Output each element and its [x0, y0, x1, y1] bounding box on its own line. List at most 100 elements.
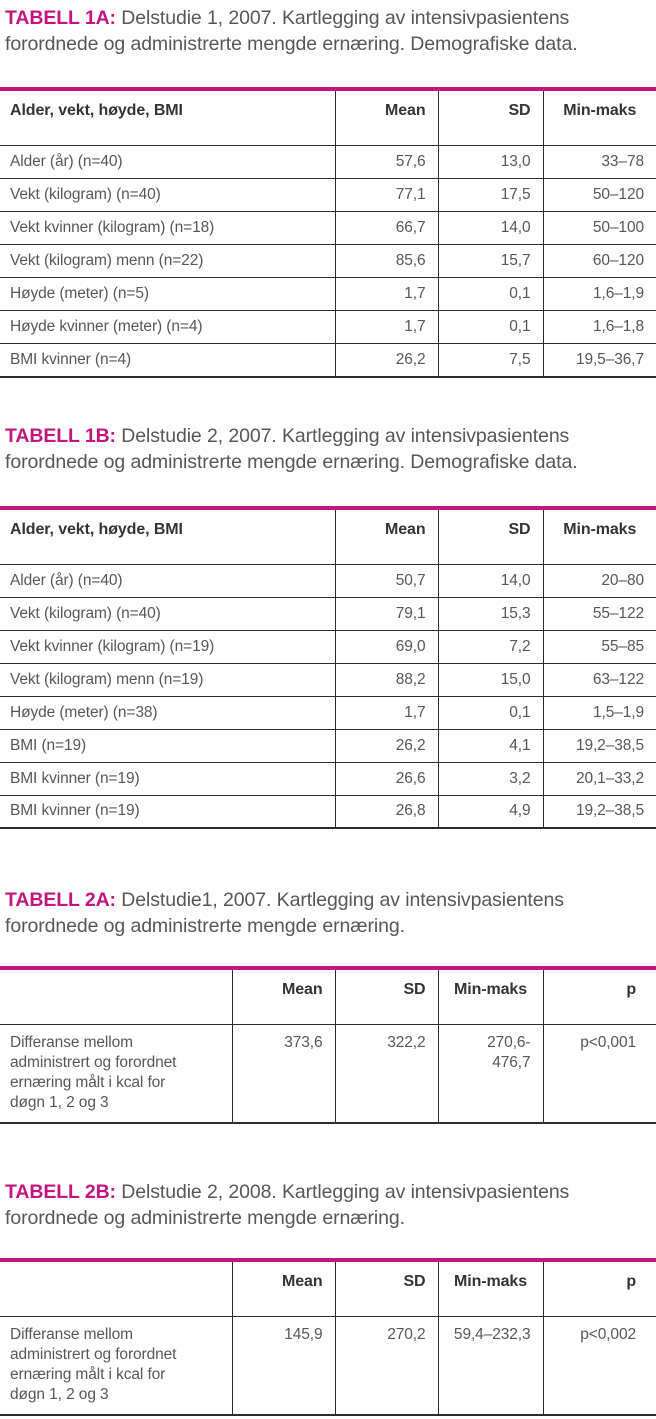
table-row: Alder (år) (n=40) 57,6 13,0 33–78 — [0, 145, 656, 179]
table-cell: 66,7 — [334, 211, 438, 245]
table-cell: 322,2 — [334, 1024, 438, 1123]
table-row: Vekt (kilogram) menn (n=22) 85,6 15,7 60–12… — [0, 244, 656, 278]
table-row: Vekt (kilogram) (n=40) 77,1 17,5 50–120 — [0, 178, 656, 212]
table-cell: Høyde kvinner (meter) (n=4) — [0, 310, 335, 344]
column-header: Min-maks — [437, 968, 543, 1025]
column-header: Alder, vekt, høyde, BMI — [0, 89, 335, 146]
caption-tabell-2a: TABELL 2A: Delstudie1, 2007. Kartlegging… — [5, 887, 650, 939]
table-cell: Differanse mellom administrert og forord… — [0, 1316, 232, 1415]
table-cell: 0,1 — [437, 310, 543, 344]
table-cell: p<0,001 — [542, 1024, 656, 1123]
table-row: Differanse mellom administrert og forord… — [0, 1024, 656, 1123]
table-cell: 60–120 — [542, 244, 656, 278]
table-cell: 79,1 — [334, 596, 438, 630]
table-cell: 55–85 — [542, 629, 656, 663]
column-header: Min-maks — [437, 1260, 543, 1317]
table-cell: 20–80 — [542, 563, 656, 597]
table-cell: 1,7 — [334, 277, 438, 311]
table-cell: Alder (år) (n=40) — [0, 145, 335, 179]
table-row: Vekt kvinner (kilogram) (n=19) 69,0 7,2 55–… — [0, 629, 656, 663]
table-cell: 85,6 — [334, 244, 438, 278]
table-cell: 69,0 — [334, 629, 438, 663]
table-cell: 19,2–38,5 — [542, 728, 656, 762]
table-cell: 50–120 — [542, 178, 656, 212]
column-header: Mean — [231, 1260, 335, 1317]
table-body: Alder (år) (n=40) 57,6 13,0 33–78 Vekt (kilo… — [0, 145, 656, 377]
table-cell: 1,6–1,9 — [542, 277, 656, 311]
table-cell: 1,7 — [334, 310, 438, 344]
table-cell: 15,7 — [437, 244, 543, 278]
table-cell: 14,0 — [437, 211, 543, 245]
table-body: Alder (år) (n=40) 50,7 14,0 20–80 Vekt (kilo… — [0, 563, 656, 828]
column-header: Alder, vekt, høyde, BMI — [0, 507, 335, 565]
table-cell: Vekt (kilogram) menn (n=22) — [0, 244, 335, 278]
column-header: p — [542, 1260, 656, 1317]
table-cell: 270,2 — [334, 1316, 438, 1415]
column-header: SD — [437, 89, 543, 146]
caption-tabell-1a: TABELL 1A: Delstudie 1, 2007. Kartleggin… — [5, 0, 650, 57]
column-header: p — [542, 968, 656, 1025]
column-header: Min-maks — [542, 507, 656, 565]
table-cell: Alder (år) (n=40) — [0, 563, 335, 597]
table-cell: BMI kvinner (n=4) — [0, 343, 335, 377]
caption-text-1a: Delstudie 1, 2007. Kartlegging av intens… — [5, 7, 578, 55]
table-cell: 13,0 — [437, 145, 543, 179]
table-cell: 19,5–36,7 — [542, 343, 656, 377]
column-header: Min-maks — [542, 89, 656, 146]
column-header: Mean — [231, 968, 335, 1025]
table-cell: 19,2–38,5 — [542, 794, 656, 828]
table-cell: 57,6 — [334, 145, 438, 179]
table-cell: p<0,002 — [542, 1316, 656, 1415]
table-cell: 3,2 — [437, 761, 543, 795]
table-row: BMI kvinner (n=19) 26,8 4,9 19,2–38,5 — [0, 794, 656, 828]
caption-tabell-1b: TABELL 1B: Delstudie 2, 2007. Kartleggin… — [5, 423, 650, 475]
column-header: Mean — [334, 507, 438, 565]
table-tabell-2a: Mean SD Min-maks p Differanse mellom admini… — [0, 966, 656, 1124]
table-cell: 270,6- 476,7 — [437, 1024, 543, 1123]
table-row: Høyde (meter) (n=38) 1,7 0,1 1,5–1,9 — [0, 695, 656, 729]
table-row: Differanse mellom administrert og forord… — [0, 1316, 656, 1415]
table-cell: 50,7 — [334, 563, 438, 597]
table-cell: Vekt (kilogram) (n=40) — [0, 178, 335, 212]
table-cell: Vekt kvinner (kilogram) (n=19) — [0, 629, 335, 663]
table-cell: 33–78 — [542, 145, 656, 179]
table-head: Alder, vekt, høyde, BMI Mean SD Min-maks — [0, 89, 656, 146]
table-row: Alder (år) (n=40) 50,7 14,0 20–80 — [0, 563, 656, 597]
column-header: SD — [334, 968, 438, 1025]
table-row: Vekt (kilogram) (n=40) 79,1 15,3 55–122 — [0, 596, 656, 630]
table-row: BMI kvinner (n=4) 26,2 7,5 19,5–36,7 — [0, 343, 656, 377]
table-cell: BMI kvinner (n=19) — [0, 794, 335, 828]
column-header: SD — [437, 507, 543, 565]
table-tabell-1a: Alder, vekt, høyde, BMI Mean SD Min-maks Al… — [0, 87, 656, 378]
table-cell: 14,0 — [437, 563, 543, 597]
table-cell: 145,9 — [231, 1316, 335, 1415]
table-cell: 7,5 — [437, 343, 543, 377]
table-row: Høyde kvinner (meter) (n=4) 1,7 0,1 1,6–1,8 — [0, 310, 656, 344]
table-cell: 26,2 — [334, 728, 438, 762]
table-cell: 1,7 — [334, 695, 438, 729]
column-header — [0, 968, 232, 1025]
table-cell: Vekt (kilogram) (n=40) — [0, 596, 335, 630]
table-head: Mean SD Min-maks p — [0, 968, 656, 1025]
table-cell: 26,6 — [334, 761, 438, 795]
table-cell: 59,4–232,3 — [437, 1316, 543, 1415]
table-cell: 0,1 — [437, 277, 543, 311]
table-cell: Vekt (kilogram) menn (n=19) — [0, 662, 335, 696]
table-cell: 50–100 — [542, 211, 656, 245]
table-cell: 26,2 — [334, 343, 438, 377]
table-cell: 77,1 — [334, 178, 438, 212]
header-row: Mean SD Min-maks p — [0, 968, 656, 1025]
header-row: Alder, vekt, høyde, BMI Mean SD Min-maks — [0, 89, 656, 146]
table-body: Differanse mellom administrert og forord… — [0, 1316, 656, 1415]
table-cell: 26,8 — [334, 794, 438, 828]
table-row: Vekt (kilogram) menn (n=19) 88,2 15,0 63–12… — [0, 662, 656, 696]
table-cell: 63–122 — [542, 662, 656, 696]
table-cell: 1,6–1,8 — [542, 310, 656, 344]
table-head: Mean SD Min-maks p — [0, 1260, 656, 1317]
column-header — [0, 1260, 232, 1317]
column-header: Mean — [334, 89, 438, 146]
table-cell: BMI (n=19) — [0, 728, 335, 762]
table-row: BMI (n=19) 26,2 4,1 19,2–38,5 — [0, 728, 656, 762]
table-head: Alder, vekt, høyde, BMI Mean SD Min-maks — [0, 507, 656, 565]
